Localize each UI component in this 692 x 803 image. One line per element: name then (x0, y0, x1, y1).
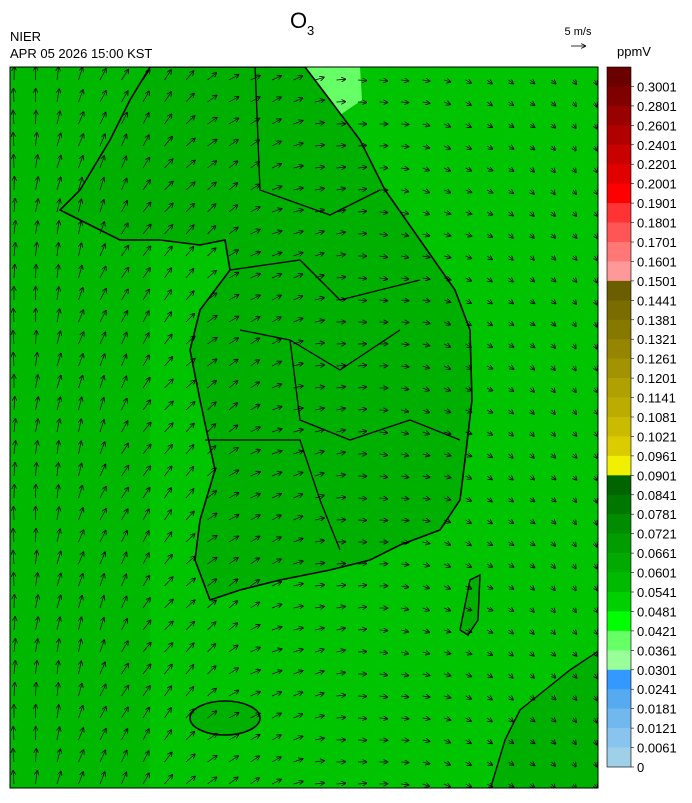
colorbar-tick-label: 0.1801 (637, 216, 677, 231)
colorbar-tick-label: 0.1701 (637, 235, 677, 250)
wind-vector (401, 102, 408, 103)
colorbar-segment (607, 631, 631, 651)
colorbar-segment (607, 592, 631, 612)
agency: NIER (10, 29, 41, 44)
colorbar-tick-label: 0.1021 (637, 429, 677, 444)
colorbar: 0.3001 0.2801 0.2601 0.2401 0.2201 0.2001 0.19… (607, 67, 677, 775)
colorbar-segment (607, 184, 631, 204)
colorbar-segment (607, 164, 631, 184)
colorbar-tick-label: 0.0541 (637, 585, 677, 600)
colorbar-segment (607, 378, 631, 398)
colorbar-tick-label: 0.0781 (637, 507, 677, 522)
colorbar-tick-label: 0.1441 (637, 293, 677, 308)
colorbar-tick-label: 0.0301 (637, 663, 677, 678)
colorbar-tick-label: 0.0721 (637, 527, 677, 542)
colorbar-segment (607, 456, 631, 476)
vector-scale-label: 5 m/s (565, 26, 592, 38)
colorbar-segment (607, 106, 631, 126)
colorbar-segment (607, 670, 631, 690)
colorbar-tick-label: 0 (637, 760, 644, 775)
colorbar-segment (607, 573, 631, 593)
colorbar-segment (607, 145, 631, 165)
colorbar-tick-label: 0.2601 (637, 118, 677, 133)
colorbar-unit: ppmV (617, 44, 651, 59)
colorbar-segment (607, 203, 631, 223)
colorbar-tick-label: 0.1901 (637, 196, 677, 211)
colorbar-segment (607, 281, 631, 301)
colorbar-tick-label: 0.1381 (637, 313, 677, 328)
jeju (190, 701, 260, 735)
colorbar-segment (607, 553, 631, 573)
colorbar-tick-label: 0.0121 (637, 721, 677, 736)
colorbar-segment (607, 300, 631, 320)
colorbar-tick-label: 0.3001 (637, 79, 677, 94)
colorbar-segment (607, 689, 631, 709)
colorbar-segment (607, 320, 631, 340)
colorbar-segment (607, 417, 631, 437)
colorbar-tick-label: 0.0361 (637, 643, 677, 658)
colorbar-segment (607, 67, 631, 87)
colorbar-segment (607, 242, 631, 262)
colorbar-segment (607, 534, 631, 554)
title-subscript: 3 (307, 23, 314, 38)
colorbar-segment (607, 398, 631, 418)
colorbar-tick-label: 0.0841 (637, 488, 677, 503)
colorbar-tick-label: 0.1261 (637, 352, 677, 367)
colorbar-segment (607, 223, 631, 243)
colorbar-segment (607, 86, 631, 106)
colorbar-tick-label: 0.0421 (637, 624, 677, 639)
map (10, 65, 600, 790)
colorbar-tick-label: 0.0961 (637, 449, 677, 464)
colorbar-segment (607, 125, 631, 145)
colorbar-segment (607, 611, 631, 631)
colorbar-tick-label: 0.0481 (637, 604, 677, 619)
colorbar-segment (607, 261, 631, 281)
colorbar-tick-label: 0.0061 (637, 741, 677, 756)
colorbar-tick-label: 0.1201 (637, 371, 677, 386)
colorbar-tick-label: 0.1141 (637, 391, 676, 406)
colorbar-segment (607, 339, 631, 359)
colorbar-segment (607, 475, 631, 495)
colorbar-tick-label: 0.1321 (637, 332, 677, 347)
colorbar-segment (607, 514, 631, 534)
colorbar-segment (607, 359, 631, 379)
colorbar-tick-label: 0.0181 (637, 702, 677, 717)
colorbar-tick-label: 0.0241 (637, 682, 677, 697)
datetime: APR 05 2026 15:00 KST (10, 46, 152, 61)
colorbar-segment (607, 650, 631, 670)
colorbar-tick-label: 0.2001 (637, 177, 677, 192)
colorbar-tick-label: 0.2201 (637, 157, 677, 172)
colorbar-tick-label: 0.1501 (637, 274, 677, 289)
colorbar-tick-label: 0.1081 (637, 410, 677, 425)
colorbar-segment (607, 728, 631, 748)
title: O (290, 8, 307, 33)
colorbar-segment (607, 436, 631, 456)
colorbar-segment (607, 495, 631, 515)
colorbar-tick-label: 0.2801 (637, 99, 677, 114)
colorbar-tick-label: 0.0601 (637, 566, 677, 581)
colorbar-tick-label: 0.1601 (637, 254, 677, 269)
colorbar-tick-label: 0.2401 (637, 138, 677, 153)
colorbar-tick-label: 0.0901 (637, 468, 677, 483)
colorbar-segment (607, 709, 631, 729)
colorbar-segment (607, 748, 631, 768)
colorbar-tick-label: 0.0661 (637, 546, 677, 561)
